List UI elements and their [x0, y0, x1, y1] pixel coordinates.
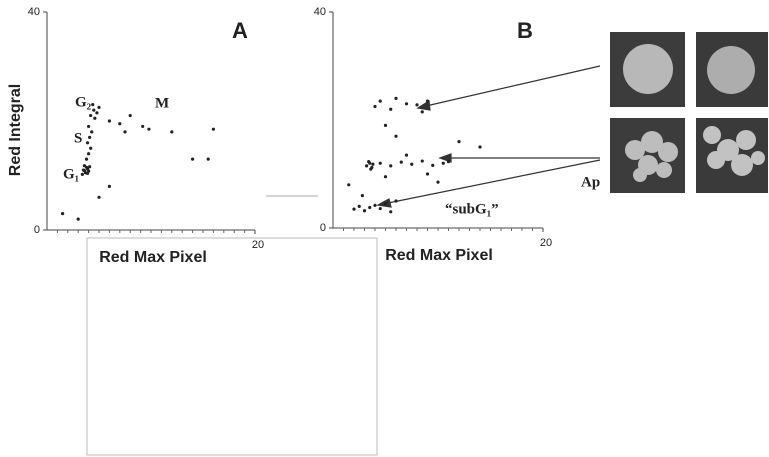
point: [420, 110, 424, 114]
point: [128, 113, 132, 118]
point: [84, 165, 89, 169]
thumbnails: [610, 32, 768, 193]
panel-title: A: [232, 18, 248, 43]
point: [425, 99, 430, 103]
point: [80, 172, 84, 177]
point: [367, 159, 371, 164]
point: [457, 140, 461, 144]
annotation: G₂: [75, 94, 92, 110]
point: [389, 164, 393, 168]
point: [85, 141, 90, 145]
point: [478, 145, 482, 149]
point: [368, 205, 372, 210]
point: [378, 206, 382, 211]
annotation: S: [74, 130, 82, 146]
point: [97, 195, 101, 199]
y-axis-label: Red Integral: [7, 84, 24, 176]
x-tick-label: 20: [540, 237, 552, 249]
point: [431, 163, 435, 167]
point: [389, 107, 393, 111]
point: [383, 202, 388, 206]
point: [383, 175, 388, 179]
point: [394, 199, 398, 203]
annotation: Ap: [581, 174, 600, 190]
point: [206, 157, 210, 161]
y-tick-label: 40: [28, 6, 40, 18]
point: [404, 102, 409, 106]
point: [76, 217, 80, 221]
x-tick-label: 20: [252, 239, 264, 251]
point: [95, 111, 99, 115]
point: [394, 134, 398, 138]
point: [441, 161, 445, 165]
y-tick-label: 0: [320, 222, 326, 234]
point: [362, 209, 367, 213]
point: [369, 167, 373, 171]
point: [82, 168, 87, 173]
point: [383, 123, 388, 127]
arrows: [376, 65, 601, 208]
point: [436, 180, 440, 184]
point: [347, 183, 351, 187]
point: [357, 204, 361, 208]
annotation: G₁: [63, 166, 79, 182]
y-tick-label: 0: [34, 224, 40, 236]
y-tick-label: 40: [314, 6, 326, 18]
point: [373, 104, 377, 109]
point: [425, 172, 430, 176]
point: [61, 212, 65, 216]
point: [141, 124, 145, 129]
frame: [86, 237, 378, 456]
point: [373, 203, 377, 207]
point: [118, 122, 122, 126]
apoptotic-cell: [703, 126, 765, 176]
point: [352, 207, 356, 211]
point: [97, 105, 101, 109]
panel-title: B: [517, 18, 533, 43]
point: [360, 194, 364, 198]
x-axis-label: Red Max Pixel: [385, 247, 493, 264]
point: [378, 161, 382, 165]
point: [87, 152, 91, 156]
point: [420, 159, 424, 163]
apoptotic-cell: [625, 131, 678, 182]
point: [92, 108, 96, 112]
point: [89, 113, 93, 118]
point: [107, 184, 111, 188]
x-axis-label: Red Max Pixel: [99, 249, 207, 266]
point: [107, 119, 111, 123]
point: [371, 162, 375, 166]
point: [123, 130, 127, 134]
point: [399, 160, 403, 164]
point: [378, 99, 382, 103]
point: [91, 103, 95, 107]
point: [394, 96, 398, 100]
point: [90, 130, 94, 134]
point: [211, 127, 215, 131]
annotation: M: [155, 95, 169, 111]
cell: [707, 46, 755, 94]
point: [93, 116, 97, 120]
point: [85, 171, 90, 175]
point: [191, 157, 195, 161]
cell: [623, 44, 673, 94]
point: [404, 153, 409, 157]
point: [365, 164, 369, 168]
point: [147, 127, 151, 131]
point: [88, 165, 92, 169]
point: [415, 103, 419, 107]
point: [89, 146, 93, 150]
point: [88, 135, 92, 139]
point: [389, 210, 393, 214]
point: [84, 157, 89, 161]
point: [446, 159, 451, 164]
annotation: “subG₁”: [445, 201, 499, 217]
point: [170, 130, 174, 134]
point: [87, 124, 91, 129]
point: [410, 162, 414, 166]
